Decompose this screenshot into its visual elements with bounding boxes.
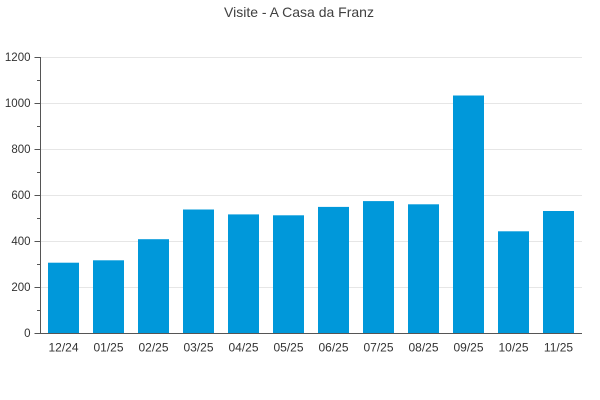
svg-text:10/25: 10/25 [498, 341, 528, 355]
svg-text:600: 600 [11, 190, 30, 202]
svg-text:06/25: 06/25 [318, 341, 348, 355]
svg-text:08/25: 08/25 [408, 341, 438, 355]
svg-text:1000: 1000 [5, 98, 31, 110]
svg-text:800: 800 [11, 144, 30, 156]
svg-text:Visite - A Casa da Franz: Visite - A Casa da Franz [224, 4, 374, 20]
svg-text:01/25: 01/25 [93, 341, 123, 355]
svg-text:1200: 1200 [5, 52, 31, 64]
svg-text:11/25: 11/25 [544, 341, 573, 355]
svg-text:200: 200 [11, 282, 30, 294]
svg-text:02/25: 02/25 [138, 341, 168, 355]
svg-text:400: 400 [11, 236, 30, 248]
svg-text:04/25: 04/25 [228, 341, 258, 355]
svg-text:09/25: 09/25 [453, 341, 483, 355]
svg-text:0: 0 [24, 328, 30, 340]
svg-text:05/25: 05/25 [273, 341, 303, 355]
svg-text:03/25: 03/25 [183, 341, 213, 355]
svg-text:12/24: 12/24 [48, 341, 78, 355]
svg-text:07/25: 07/25 [363, 341, 393, 355]
